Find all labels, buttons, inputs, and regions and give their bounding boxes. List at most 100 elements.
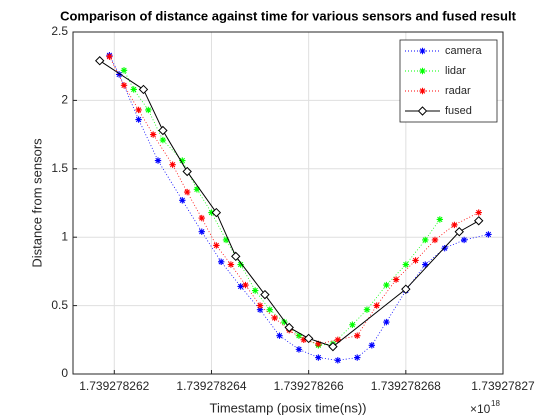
legend-label: camera bbox=[445, 45, 483, 57]
data-point bbox=[295, 332, 303, 339]
data-point bbox=[106, 53, 113, 60]
data-point bbox=[138, 84, 149, 95]
data-point bbox=[130, 86, 137, 93]
data-point bbox=[217, 258, 225, 266]
data-point bbox=[198, 214, 205, 222]
data-point bbox=[227, 261, 235, 268]
data-point bbox=[460, 236, 468, 244]
data-point bbox=[363, 306, 371, 313]
data-point bbox=[260, 289, 270, 300]
data-point bbox=[120, 82, 128, 89]
data-point bbox=[412, 257, 419, 264]
data-point bbox=[334, 357, 342, 364]
y-tick-label: 1 bbox=[61, 229, 68, 243]
x-axis-label: Timestamp (posix time(ns)) bbox=[210, 400, 367, 415]
data-point bbox=[295, 346, 303, 353]
y-tick-label: 0.5 bbox=[51, 298, 68, 312]
data-point bbox=[193, 186, 201, 193]
chart-title: Comparison of distance against time for … bbox=[60, 8, 517, 23]
legend-label: fused bbox=[445, 105, 472, 117]
data-point bbox=[354, 332, 361, 339]
data-point bbox=[392, 276, 400, 283]
y-axis-label: Distance from sensors bbox=[29, 138, 44, 268]
data-point bbox=[271, 314, 278, 322]
data-point bbox=[145, 106, 152, 114]
y-tick-label: 1.5 bbox=[51, 161, 68, 175]
data-point bbox=[222, 236, 230, 244]
y-tick-label: 2.5 bbox=[51, 24, 68, 38]
data-point bbox=[231, 251, 241, 262]
y-tick-label: 2 bbox=[61, 93, 68, 107]
data-point bbox=[383, 281, 390, 289]
data-point bbox=[373, 302, 380, 309]
data-point bbox=[473, 216, 484, 226]
data-point bbox=[252, 287, 259, 294]
data-point bbox=[183, 188, 191, 196]
data-point bbox=[256, 306, 264, 313]
data-point bbox=[135, 106, 142, 114]
y-tick-label: 0 bbox=[61, 366, 68, 380]
x-tick-label: 1.739278264 bbox=[176, 379, 246, 393]
series-line bbox=[123, 70, 441, 346]
data-point bbox=[95, 56, 105, 66]
x-multiplier-exponent: 18 bbox=[491, 399, 500, 408]
x-tick-label: 1.739278268 bbox=[371, 379, 441, 393]
data-point bbox=[454, 227, 464, 237]
data-point bbox=[368, 342, 376, 349]
data-point bbox=[436, 216, 444, 223]
legend-marker bbox=[419, 47, 426, 55]
axes-box bbox=[72, 31, 504, 375]
data-point bbox=[485, 231, 492, 238]
data-point bbox=[208, 209, 215, 216]
data-point bbox=[237, 261, 244, 268]
data-point bbox=[422, 261, 429, 268]
x-multiplier: ×10 bbox=[470, 402, 491, 416]
x-tick-label: 1.73927827 bbox=[471, 379, 535, 393]
data-point bbox=[154, 157, 162, 164]
data-point bbox=[354, 354, 361, 361]
data-point bbox=[315, 340, 322, 348]
data-point bbox=[451, 221, 458, 229]
data-point bbox=[158, 125, 168, 136]
data-point bbox=[135, 116, 142, 123]
data-point bbox=[328, 341, 338, 352]
data-point bbox=[349, 321, 356, 328]
data-point bbox=[213, 242, 220, 249]
data-point bbox=[422, 236, 429, 244]
legend-marker bbox=[419, 67, 426, 75]
data-point bbox=[276, 332, 283, 339]
data-point bbox=[334, 336, 342, 343]
data-point bbox=[115, 71, 123, 78]
data-point bbox=[475, 209, 482, 216]
data-point bbox=[120, 67, 128, 74]
data-point bbox=[182, 166, 192, 177]
data-point bbox=[431, 236, 439, 244]
data-point bbox=[169, 161, 176, 168]
data-point bbox=[383, 318, 390, 326]
legend-marker bbox=[419, 87, 426, 95]
data-point bbox=[237, 283, 244, 290]
data-point bbox=[179, 157, 186, 164]
data-point bbox=[300, 336, 307, 343]
data-point bbox=[242, 281, 249, 289]
data-point bbox=[149, 131, 157, 138]
data-point bbox=[402, 261, 410, 268]
x-tick-label: 1.739278262 bbox=[79, 379, 149, 393]
data-point bbox=[284, 322, 294, 333]
data-point bbox=[441, 244, 448, 252]
data-point bbox=[198, 228, 205, 235]
data-point bbox=[256, 302, 264, 309]
legend-marker bbox=[417, 106, 428, 116]
data-point bbox=[159, 136, 167, 144]
legend-box bbox=[399, 39, 498, 123]
data-point bbox=[266, 306, 273, 313]
legend-label: radar bbox=[445, 85, 471, 97]
legend-label: lidar bbox=[445, 65, 466, 77]
x-tick-label: 1.739278266 bbox=[274, 379, 344, 393]
data-point bbox=[281, 318, 288, 326]
data-point bbox=[401, 284, 411, 294]
data-point bbox=[179, 197, 186, 204]
data-point bbox=[211, 207, 222, 218]
data-point bbox=[315, 354, 322, 361]
